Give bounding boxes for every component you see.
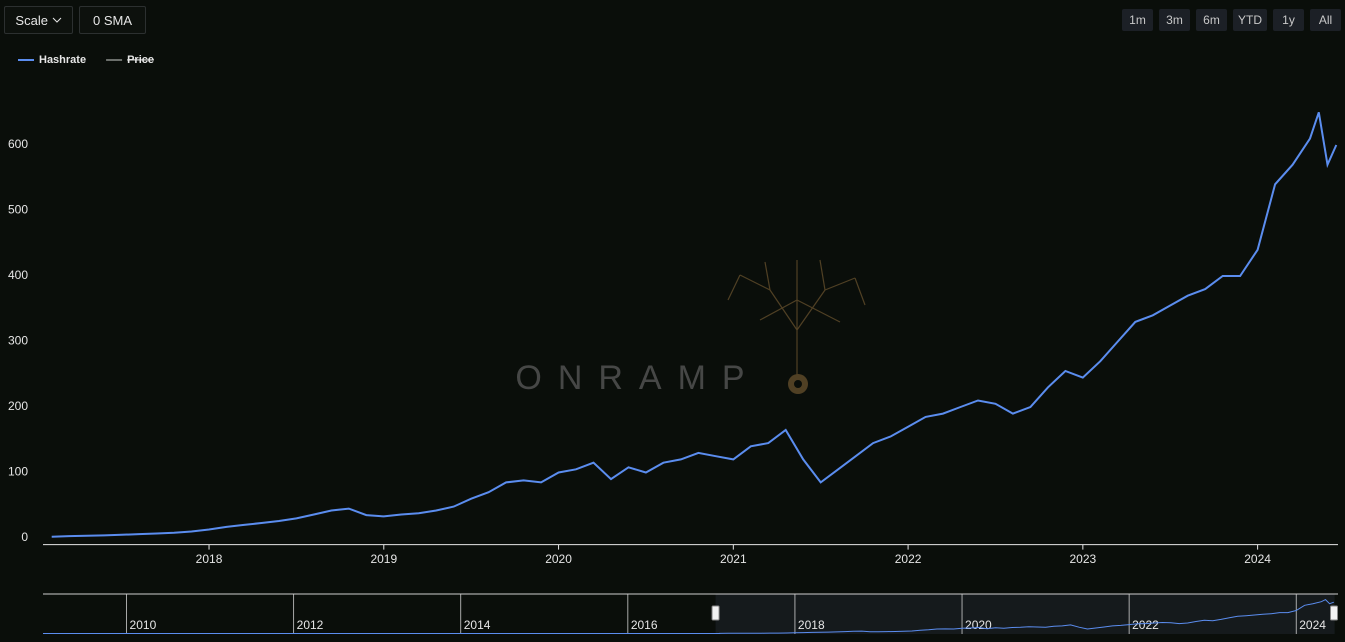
range-button[interactable]: 6m <box>1196 9 1227 31</box>
navigator-tick-label: 2018 <box>798 618 825 632</box>
legend-item[interactable]: Hashrate <box>18 54 86 66</box>
navigator-handle[interactable] <box>1330 605 1338 621</box>
watermark-text: ONRAMP <box>515 359 760 397</box>
scale-label: Scale <box>15 12 48 28</box>
navigator-tick-label: 2024 <box>1299 618 1326 632</box>
x-tick-label: 2019 <box>370 552 397 566</box>
x-tick-label: 2018 <box>196 552 223 566</box>
sma-button[interactable]: 0 SMA <box>79 6 146 34</box>
navigator-tick-label: 2012 <box>297 618 324 632</box>
navigator-handle[interactable] <box>711 605 720 621</box>
y-tick-label: 100 <box>8 465 28 479</box>
x-tick-label: 2022 <box>895 552 922 566</box>
watermark: ONRAMP <box>515 259 866 397</box>
y-tick-label: 300 <box>8 334 28 348</box>
line-series <box>51 111 1338 538</box>
y-tick-label: 400 <box>8 268 28 282</box>
range-button[interactable]: All <box>1310 9 1341 31</box>
legend-label: Price <box>127 54 154 66</box>
range-button[interactable]: 3m <box>1159 9 1190 31</box>
y-tick-label: 500 <box>8 203 28 217</box>
y-tick-label: 600 <box>8 137 28 151</box>
y-tick-label: 200 <box>8 399 28 413</box>
legend-label: Hashrate <box>39 54 86 66</box>
range-button[interactable]: 1y <box>1273 9 1304 31</box>
y-tick-label: 0 <box>21 530 28 544</box>
navigator-tick-label: 2014 <box>464 618 491 632</box>
navigator-line <box>43 598 1334 634</box>
navigator-tick-label: 2020 <box>965 618 992 632</box>
x-tick-label: 2023 <box>1069 552 1096 566</box>
x-tick-label: 2024 <box>1244 552 1271 566</box>
chevron <box>52 17 61 23</box>
navigator-tick-label: 2016 <box>631 618 658 632</box>
range-button[interactable]: 1m <box>1122 9 1153 31</box>
scale-button[interactable]: Scale <box>4 6 73 34</box>
navigator-tick-label: 2010 <box>130 618 157 632</box>
range-button[interactable]: YTD <box>1233 9 1267 31</box>
x-tick-label: 2020 <box>545 552 572 566</box>
legend-item[interactable]: Price <box>106 54 154 66</box>
x-tick-label: 2021 <box>720 552 747 566</box>
navigator-tick-label: 2022 <box>1132 618 1159 632</box>
